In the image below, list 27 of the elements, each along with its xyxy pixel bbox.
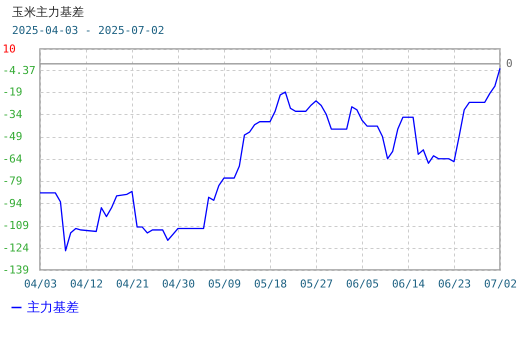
x-tick-label: 06/23 xyxy=(438,278,472,290)
x-tick-label: 05/27 xyxy=(300,278,334,290)
legend-label: 主力基差 xyxy=(27,300,79,316)
y-tick-label: -79 xyxy=(2,174,22,188)
y-tick-label: -94 xyxy=(2,196,23,210)
chart-subtitle: 2025-04-03 - 2025-07-02 xyxy=(12,24,164,37)
chart-title: 玉米主力基差 xyxy=(12,5,84,19)
x-tick-label: 04/21 xyxy=(116,278,150,290)
x-tick-label: 06/05 xyxy=(346,278,380,290)
y-tick-label: -124 xyxy=(2,241,30,254)
y-tick-label: -64 xyxy=(2,152,23,166)
y-tick-label: 10 xyxy=(2,42,16,56)
x-tick-label: 04/12 xyxy=(70,278,104,290)
x-tick-label: 04/03 xyxy=(24,278,58,290)
x-tick-label: 05/18 xyxy=(254,278,288,290)
ref-line-label: 0 xyxy=(506,56,513,70)
x-tick-label: 05/09 xyxy=(208,278,242,290)
y-tick-label: -19 xyxy=(2,86,22,99)
x-tick-label: 04/30 xyxy=(162,278,196,290)
line-series xyxy=(39,68,501,252)
y-tick-label: -4.37 xyxy=(2,64,36,77)
y-tick-label: -34 xyxy=(2,108,23,121)
y-tick-label: -139 xyxy=(2,264,29,276)
x-tick-label: 06/14 xyxy=(392,278,426,290)
y-tick-label: -109 xyxy=(2,219,29,232)
y-tick-label: -49 xyxy=(2,130,22,144)
x-tick-label: 07/02 xyxy=(484,278,518,290)
